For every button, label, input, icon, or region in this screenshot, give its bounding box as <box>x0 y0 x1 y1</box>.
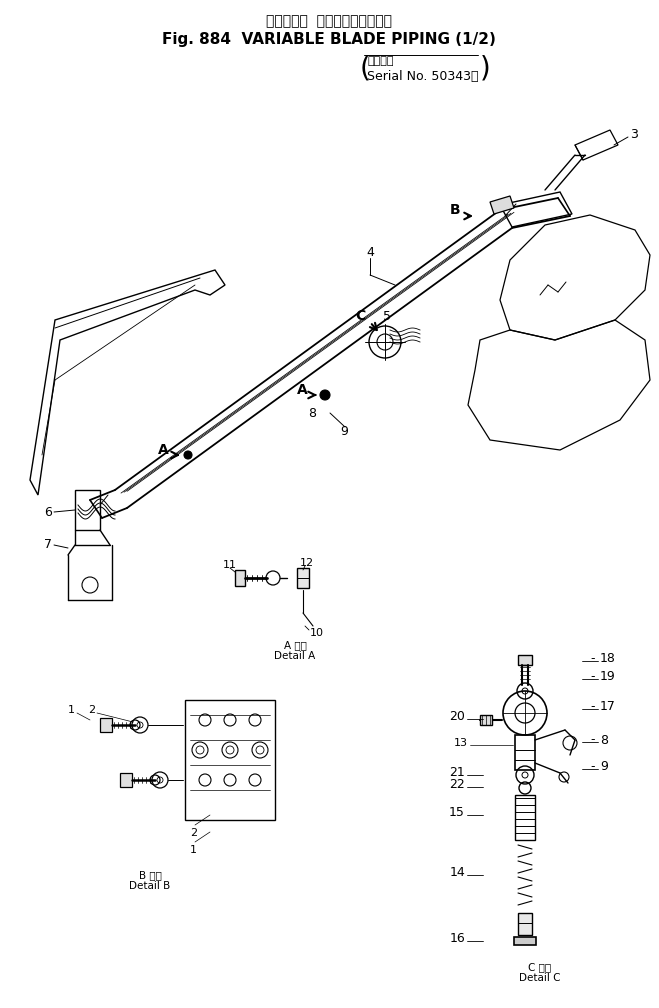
Text: Detail C: Detail C <box>519 973 561 983</box>
Text: -: - <box>590 701 594 714</box>
Text: 6: 6 <box>44 505 52 518</box>
Text: 21: 21 <box>449 766 465 779</box>
Polygon shape <box>518 655 532 665</box>
Text: 20: 20 <box>449 711 465 724</box>
Text: A 詳細: A 詳細 <box>283 640 306 650</box>
Text: 適用号機: 適用号機 <box>367 56 393 66</box>
Text: A: A <box>297 383 307 397</box>
Circle shape <box>320 390 330 400</box>
Text: A: A <box>158 443 169 457</box>
Text: 11: 11 <box>223 560 237 570</box>
Polygon shape <box>100 718 112 732</box>
Text: -: - <box>590 760 594 773</box>
Text: C: C <box>355 309 365 323</box>
Text: (: ( <box>360 54 371 82</box>
Text: -: - <box>590 734 594 747</box>
Circle shape <box>184 451 192 459</box>
Text: 9: 9 <box>600 760 608 773</box>
Text: 18: 18 <box>600 652 616 665</box>
Polygon shape <box>480 715 492 725</box>
Text: 7: 7 <box>44 538 52 551</box>
Text: 19: 19 <box>600 670 616 683</box>
Text: 5: 5 <box>383 309 391 323</box>
Text: 9: 9 <box>340 425 348 438</box>
Text: 8: 8 <box>308 407 316 420</box>
Polygon shape <box>514 937 536 946</box>
Text: 14: 14 <box>449 867 465 880</box>
Text: B: B <box>449 203 461 217</box>
Text: Fig. 884  VARIABLE BLADE PIPING (1/2): Fig. 884 VARIABLE BLADE PIPING (1/2) <box>162 32 496 47</box>
Text: 1: 1 <box>190 845 197 855</box>
Text: 12: 12 <box>300 558 314 568</box>
Polygon shape <box>235 570 245 586</box>
Text: 17: 17 <box>600 701 616 714</box>
Text: C 詳細: C 詳細 <box>529 962 552 972</box>
Text: 2: 2 <box>190 828 197 838</box>
Polygon shape <box>120 773 132 787</box>
Text: Detail B: Detail B <box>129 881 171 891</box>
Polygon shape <box>518 913 532 935</box>
Text: ): ) <box>480 54 491 82</box>
Text: 22: 22 <box>449 778 465 791</box>
Text: 3: 3 <box>630 128 638 141</box>
Text: Serial No. 50343～: Serial No. 50343～ <box>367 70 478 83</box>
Text: 8: 8 <box>600 734 608 747</box>
Text: バリアブル  ブレードパイピング: バリアブル ブレードパイピング <box>266 14 392 28</box>
Text: B 詳細: B 詳細 <box>138 870 161 880</box>
Text: -: - <box>590 670 594 683</box>
Polygon shape <box>490 196 514 214</box>
Text: 1: 1 <box>68 705 75 715</box>
Text: 10: 10 <box>310 628 324 638</box>
Polygon shape <box>297 568 309 588</box>
Text: Detail A: Detail A <box>274 651 316 661</box>
Text: 13: 13 <box>454 738 468 748</box>
Text: -: - <box>590 652 594 665</box>
Text: 4: 4 <box>366 246 374 258</box>
Text: 2: 2 <box>88 705 95 715</box>
Text: 15: 15 <box>449 806 465 820</box>
Text: 16: 16 <box>449 932 465 946</box>
